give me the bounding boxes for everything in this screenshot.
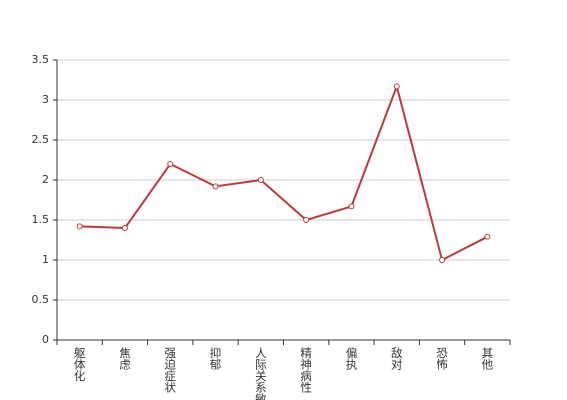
- y-tick-label: 2.5: [32, 133, 50, 146]
- point: [439, 257, 446, 263]
- y-tick-label: 1.5: [32, 213, 50, 226]
- point: [257, 177, 264, 183]
- point: [121, 225, 128, 231]
- point: [212, 183, 219, 190]
- line: [79, 83, 488, 262]
- x-tick-label: 强迫症状: [163, 347, 177, 393]
- x-tick-label: 精神病性: [299, 347, 313, 394]
- y-tick-label: 3: [42, 93, 49, 106]
- x-tick-label: 抑郁: [209, 346, 223, 370]
- point: [393, 83, 400, 90]
- x-tick-label: 偏执: [344, 346, 358, 371]
- point: [303, 217, 310, 223]
- point: [76, 223, 83, 230]
- x-tick-label: 其他: [480, 347, 494, 370]
- y-tick-label: 3.5: [32, 53, 50, 66]
- y-tick-label: 0.5: [32, 293, 50, 306]
- x-tick-label: 恐怖: [435, 347, 449, 370]
- point: [348, 203, 355, 210]
- x-tick-label: 敌对: [390, 346, 404, 370]
- x-tick-label: 焦虑: [118, 347, 132, 370]
- point: [167, 161, 174, 167]
- y-tick-label: 2: [42, 173, 49, 186]
- point: [484, 233, 491, 240]
- y-tick-label: 0: [42, 333, 49, 346]
- x-tick-label: 人际关系敏感: [254, 347, 268, 400]
- x-tick-label: 躯体化: [73, 347, 87, 382]
- y-tick-label: 1: [42, 253, 49, 266]
